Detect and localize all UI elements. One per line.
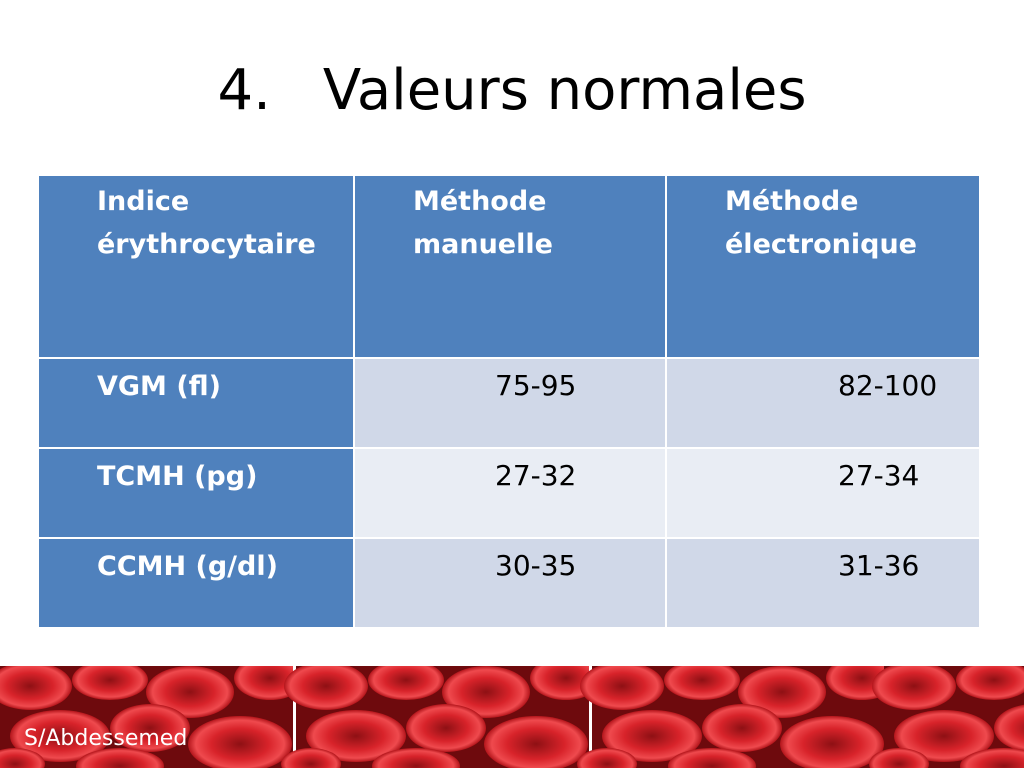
electronic-value-cell: 31-36	[665, 537, 981, 629]
manual-value: 27-32	[495, 459, 577, 492]
electronic-value-cell: 82-100	[665, 357, 981, 449]
table-row: VGM (fl) 75-95 82-100	[37, 357, 981, 449]
manual-value: 30-35	[495, 549, 577, 582]
manual-value-cell: 75-95	[353, 357, 667, 449]
row-label: VGM (fl)	[97, 371, 222, 402]
row-label: CCMH (g/dl)	[97, 551, 278, 582]
header-cell-manual: Méthode manuelle	[353, 174, 667, 359]
normal-values-table: Indice érythrocytaire Méthode manuelle M…	[37, 174, 981, 629]
header-line: Indice	[97, 186, 190, 217]
row-label: TCMH (pg)	[97, 461, 258, 492]
electronic-value: 82-100	[838, 369, 938, 402]
table-row: TCMH (pg) 27-32 27-34	[37, 447, 981, 539]
header-cell-index: Indice érythrocytaire	[37, 174, 355, 359]
red-blood-cells-banner	[0, 666, 1024, 768]
electronic-value: 31-36	[838, 549, 920, 582]
row-label-cell: VGM (fl)	[37, 357, 355, 449]
manual-value-cell: 30-35	[353, 537, 667, 629]
slide-title-number: 4.	[217, 58, 271, 123]
slide-title: 4. Valeurs normales	[0, 58, 1024, 123]
red-blood-cells-image	[0, 666, 1024, 768]
row-label-cell: TCMH (pg)	[37, 447, 355, 539]
manual-value: 75-95	[495, 369, 577, 402]
table-header-row: Indice érythrocytaire Méthode manuelle M…	[37, 174, 981, 359]
electronic-value: 27-34	[838, 459, 920, 492]
header-line: Méthode	[413, 186, 547, 217]
header-cell-electronic: Méthode électronique	[665, 174, 981, 359]
author-label: S/Abdessemed	[24, 726, 188, 751]
row-label-cell: CCMH (g/dl)	[37, 537, 355, 629]
table-row: CCMH (g/dl) 30-35 31-36	[37, 537, 981, 629]
electronic-value-cell: 27-34	[665, 447, 981, 539]
header-line: Méthode	[725, 186, 859, 217]
header-line: manuelle	[413, 229, 553, 260]
manual-value-cell: 27-32	[353, 447, 667, 539]
header-line: électronique	[725, 229, 917, 260]
slide-title-text: Valeurs normales	[322, 58, 807, 123]
header-line: érythrocytaire	[97, 229, 316, 260]
